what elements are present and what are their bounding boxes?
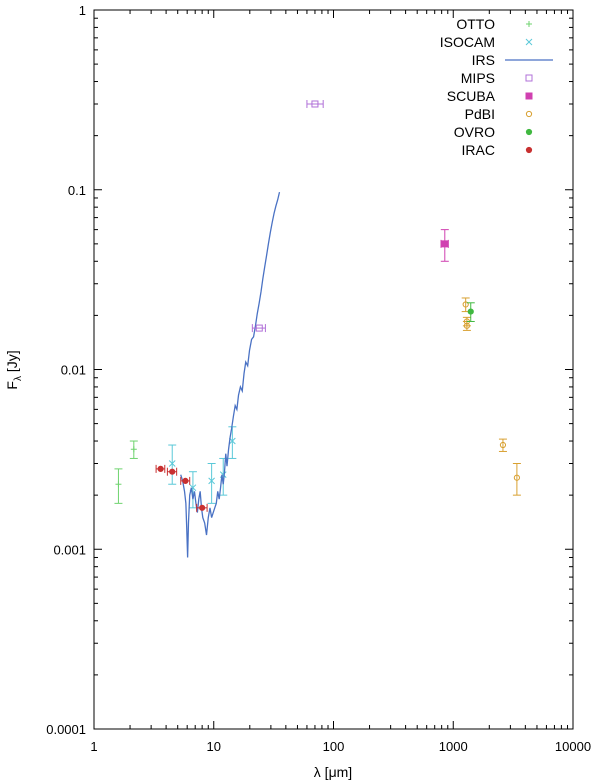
series-otto [114,440,138,504]
marker-stroke [168,460,176,467]
x-tick-label: 100 [323,739,345,754]
legend-marker [525,146,533,154]
y-tick-label: 0.1 [68,183,86,198]
data-point [182,477,189,485]
y-axis-label: Fλ [Jy] [4,350,24,389]
data-point [462,301,469,308]
legend-item-irac: IRAC [462,142,533,158]
data-point [255,324,263,332]
legend-marker [525,128,533,136]
data-point [157,465,164,472]
data-point [208,477,215,485]
series-pdbi [461,297,521,496]
data-point [513,474,520,481]
plot-area [114,99,521,558]
data-point [199,504,206,511]
y-axis-label-main: F [4,381,20,390]
y-tick-label: 0.01 [61,363,86,378]
legend-label: OTTO [456,16,495,32]
data-point [499,441,507,449]
x-tick-label: 1 [90,739,97,754]
legend-item-isocam: ISOCAM [440,34,533,50]
legend: OTTO ISOCAM IRS MIPS SCUBA PdBI OVRO IRAC [440,16,553,158]
y-axis-label-sub: λ [13,376,24,381]
legend-marker [525,38,533,46]
series-isocam [168,426,237,509]
series-scuba [440,229,449,262]
y-tick-label: 1 [79,3,86,18]
data-point [463,322,470,329]
legend-marker [525,110,533,118]
legend-label: OVRO [454,124,495,140]
legend-label: IRAC [462,142,495,158]
y-axis-label-unit: [Jy] [4,350,20,376]
y-tick-label: 0.001 [53,542,86,557]
data-point [311,100,319,108]
legend-marker [525,74,533,82]
series-irac [155,464,208,512]
data-point [441,240,449,248]
x-tick-label: 10 [207,739,221,754]
data-point [467,308,474,315]
data-point [130,446,137,453]
legend-item-mips: MIPS [461,70,533,86]
marker-stroke [208,477,215,485]
series-irs [180,191,281,558]
x-tick-label: 10000 [555,739,591,754]
series-mips [251,99,324,333]
marker-stroke [525,38,533,46]
legend-label: PdBI [465,106,495,122]
legend-item-scuba: SCUBA [447,88,533,104]
x-axis-label: λ [μm] [314,764,352,780]
legend-label: SCUBA [447,88,496,104]
irs-spectrum-line [180,191,281,558]
legend-label: MIPS [461,70,495,86]
data-point [115,481,122,488]
legend-item-irs: IRS [472,52,553,68]
y-tick-label: 0.0001 [46,722,86,737]
legend-marker [526,21,532,27]
x-tick-label: 1000 [439,739,468,754]
plot-frame [93,9,574,730]
series-ovro [466,302,475,322]
legend-item-otto: OTTO [456,16,532,32]
data-point [168,460,176,467]
legend-item-ovro: OVRO [454,124,533,140]
legend-marker [525,92,533,100]
legend-label: IRS [472,52,495,68]
data-point [169,468,176,475]
marker-stroke [228,437,236,445]
legend-label: ISOCAM [440,34,495,50]
legend-item-pdbi: PdBI [465,106,533,122]
axis-ticks: 1 10 100 1000 10000 0.0001 0.001 0.01 0.1 1 [46,3,591,754]
